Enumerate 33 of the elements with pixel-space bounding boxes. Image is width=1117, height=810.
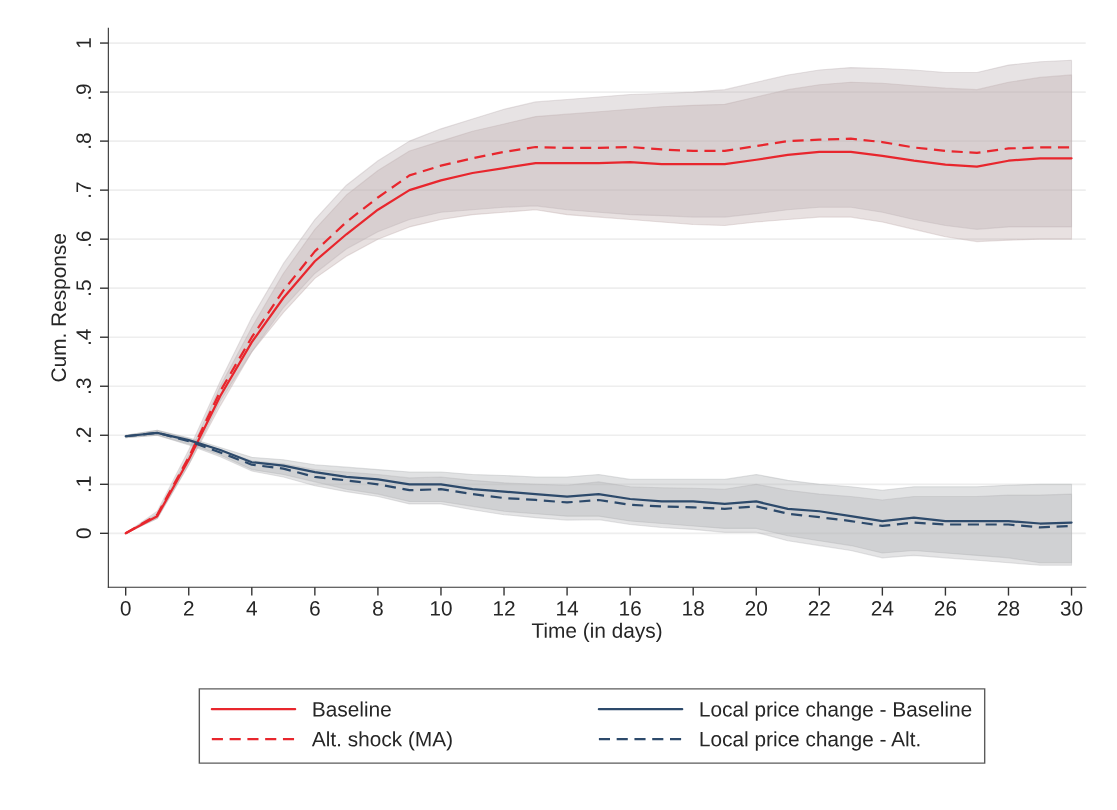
x-tick-label: 8 [373, 600, 383, 616]
x-tick-label: 20 [745, 600, 768, 616]
x-tick-label: 14 [557, 601, 579, 616]
y-tick-label: .1 [76, 476, 91, 492]
y-tick-label: 1 [76, 38, 91, 48]
x-tick-label: 22 [808, 600, 830, 616]
x-tick-label: 12 [494, 600, 515, 616]
legend-label: Local price change - Baseline [700, 701, 972, 721]
x-tick-label: 30 [1060, 600, 1083, 616]
legend-label: Alt. shock (MA) [311, 731, 452, 751]
y-tick-label: .4 [76, 329, 91, 344]
y-tick-label: .8 [76, 133, 92, 148]
x-tick-label: 6 [310, 600, 320, 616]
x-tick-label: 24 [871, 600, 894, 616]
y-tick-label: .2 [76, 427, 91, 443]
x-tick-label: 26 [934, 600, 957, 616]
y-tick-label: .9 [76, 84, 92, 99]
y-tick-label: .6 [76, 231, 92, 246]
y-axis-title: Cum. Response [51, 234, 71, 382]
y-tick-label: .5 [76, 280, 92, 295]
x-tick-label: 16 [620, 600, 641, 616]
legend-label: Baseline [313, 701, 391, 717]
x-tick-label: 18 [683, 600, 704, 616]
y-tick-label: .7 [76, 182, 91, 197]
x-tick-label: 28 [997, 600, 1020, 616]
y-tick-label: 0 [76, 528, 92, 539]
y-tick-label: .3 [76, 378, 92, 394]
x-tick-label: 10 [430, 600, 452, 616]
x-axis-title: Time (in days) [531, 622, 662, 643]
x-tick-label: 4 [246, 601, 257, 616]
legend-label: Local price change - Alt. [700, 731, 920, 751]
x-tick-label: 0 [120, 600, 131, 616]
x-tick-label: 2 [184, 600, 194, 616]
